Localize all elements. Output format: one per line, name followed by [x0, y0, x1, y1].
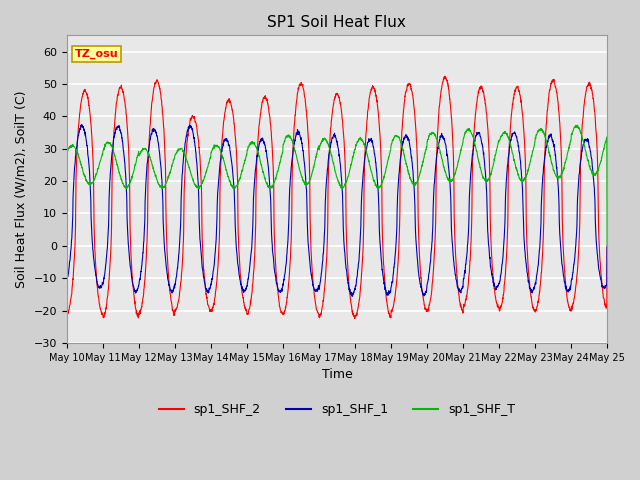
sp1_SHF_2	[441, 73, 449, 79]
sp1_SHF_2	[353, 310, 360, 316]
sp1_SHF_1	[494, 283, 502, 289]
sp1_SHF_1	[353, 275, 361, 281]
Title: SP1 Soil Heat Flux: SP1 Soil Heat Flux	[268, 15, 406, 30]
sp1_SHF_T	[214, 143, 221, 149]
sp1_SHF_1	[78, 122, 86, 128]
sp1_SHF_2	[365, 105, 372, 110]
Line: sp1_SHF_2: sp1_SHF_2	[67, 76, 607, 319]
sp1_SHF_T	[604, 242, 611, 248]
Legend: sp1_SHF_2, sp1_SHF_1, sp1_SHF_T: sp1_SHF_2, sp1_SHF_1, sp1_SHF_T	[154, 398, 520, 421]
Line: sp1_SHF_T: sp1_SHF_T	[67, 125, 607, 245]
sp1_SHF_T	[364, 155, 372, 161]
sp1_SHF_1	[365, 139, 372, 145]
sp1_SHF_1	[556, 231, 564, 237]
sp1_SHF_1	[214, 190, 221, 195]
Line: sp1_SHF_1: sp1_SHF_1	[67, 125, 607, 296]
Y-axis label: Soil Heat Flux (W/m2), SoilT (C): Soil Heat Flux (W/m2), SoilT (C)	[15, 90, 28, 288]
sp1_SHF_T	[494, 142, 502, 148]
sp1_SHF_T	[556, 175, 563, 180]
sp1_SHF_2	[351, 316, 358, 322]
sp1_SHF_1	[604, 243, 611, 249]
sp1_SHF_2	[571, 292, 579, 298]
sp1_SHF_T	[573, 122, 581, 128]
sp1_SHF_T	[570, 124, 578, 130]
sp1_SHF_2	[604, 244, 611, 250]
X-axis label: Time: Time	[321, 368, 352, 381]
sp1_SHF_T	[353, 142, 360, 147]
sp1_SHF_2	[494, 305, 502, 311]
sp1_SHF_1	[63, 280, 70, 286]
sp1_SHF_1	[348, 293, 356, 299]
sp1_SHF_T	[63, 150, 70, 156]
Text: TZ_osu: TZ_osu	[75, 49, 118, 59]
sp1_SHF_2	[63, 309, 70, 315]
sp1_SHF_2	[556, 120, 564, 126]
sp1_SHF_2	[214, 271, 221, 276]
sp1_SHF_1	[571, 255, 579, 261]
